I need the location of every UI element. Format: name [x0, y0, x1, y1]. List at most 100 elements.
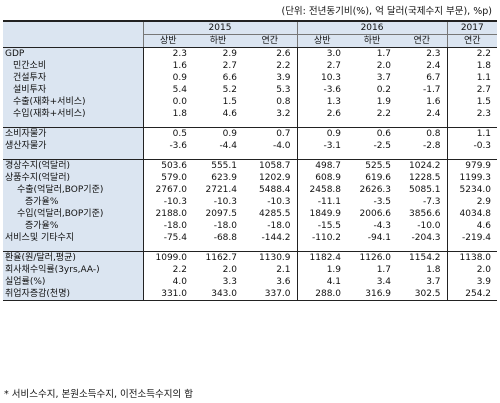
value-cell: 0.8	[397, 127, 448, 140]
value-cell: 1.5	[222, 97, 237, 107]
value-cell: 5085.1	[409, 185, 441, 195]
row-label: 수입(억달러,BOP기준)	[3, 208, 143, 220]
row-label: 경상수지(억달러)	[3, 159, 143, 172]
value-cell: 2.2	[276, 61, 291, 71]
value-cell: 4.1	[296, 276, 348, 288]
value-cell: 2006.6	[359, 209, 392, 219]
value-cell: 1.8	[142, 108, 193, 120]
row-label: 수출(억달러,BOP기준)	[3, 184, 143, 196]
value-cell: 2.0	[446, 264, 498, 276]
row-label: 수출(재화+서비스)	[3, 96, 143, 108]
subheader-2015-h1: 상반	[142, 34, 193, 48]
value-cell: 1.3	[296, 96, 348, 108]
spacer-cell	[347, 244, 397, 252]
value-cell: 5488.4	[259, 185, 291, 195]
table-row: 수출(억달러,BOP기준) 2767.0 2721.4 5488.4 2458.8 262…	[3, 184, 498, 196]
table-row: 환율(원/달러,평균) 1099.0 1162.7 1130.9 1182.4 1126.…	[3, 251, 498, 264]
value-cell: 4034.8	[446, 208, 498, 220]
value-cell: 2.4	[426, 61, 441, 71]
value-cell: 2188.0	[142, 208, 193, 220]
spacer-cell	[142, 120, 193, 128]
spacer-cell	[397, 120, 447, 128]
value-cell: -4.4	[219, 141, 237, 151]
value-cell: -3.1	[296, 140, 348, 152]
value-cell: -4.3	[373, 221, 392, 231]
value-cell: 337.0	[243, 288, 298, 301]
value-cell: 525.5	[347, 159, 398, 172]
value-cell: 1.8	[426, 265, 441, 275]
spacer-cell	[3, 120, 143, 128]
table-row: 상품수지(억달러) 579.0 623.9 1202.9 608.9 619.6 1228.…	[3, 172, 498, 184]
table-row: 서비스및 기타수지 -75.4 -68.8 -144.2 -110.2 -94.1 -204…	[3, 232, 498, 244]
value-cell: 5234.0	[446, 184, 498, 196]
table-row: 건설투자 0.9 6.6 3.9 10.3 3.7 6.7 1.1	[3, 72, 498, 84]
spacer-cell	[296, 244, 348, 252]
value-cell: 3.7	[376, 73, 392, 83]
value-cell: 3.0	[296, 47, 348, 60]
subheader-2016-h2: 하반	[347, 34, 398, 48]
value-cell: 2.6	[296, 108, 348, 120]
row-label: 수입(재화+서비스)	[3, 108, 143, 120]
value-cell: 1130.9	[243, 251, 298, 264]
row-label: 생산자물가	[3, 140, 143, 152]
value-cell: -4.0	[272, 141, 291, 151]
value-cell: 316.9	[347, 288, 398, 301]
value-cell: 254.2	[446, 288, 498, 301]
value-cell: -144.2	[261, 233, 291, 243]
value-cell: 1162.7	[193, 251, 243, 264]
value-cell: 1.1	[446, 72, 498, 84]
value-cell: 1.6	[426, 97, 441, 107]
value-cell: -94.1	[367, 233, 392, 243]
value-cell: -15.5	[296, 220, 348, 232]
spacer-cell	[243, 244, 297, 252]
value-cell: 10.3	[296, 72, 348, 84]
value-cell: -68.8	[213, 233, 237, 243]
value-cell: 1.9	[376, 97, 392, 107]
value-cell: -75.4	[142, 232, 193, 244]
value-cell: 1.8	[446, 60, 498, 72]
value-cell: -219.4	[446, 232, 498, 244]
value-cell: 498.7	[296, 159, 348, 172]
value-cell: 2767.0	[142, 184, 193, 196]
row-label: 회사채수익률(3yrs,AA-)	[3, 264, 143, 276]
value-cell: -204.3	[411, 233, 441, 243]
row-label: 증가율%	[3, 220, 143, 232]
value-cell: -3.6	[142, 140, 193, 152]
spacer-cell	[243, 152, 297, 160]
value-cell: 2721.4	[205, 185, 238, 195]
table-row: 증가율% -10.3 -10.3 -10.3 -11.1 -3.5 -7.3 2.9	[3, 196, 498, 208]
table-row: 민간소비 1.6 2.7 2.2 2.7 2.0 2.4 1.8	[3, 60, 498, 72]
value-cell: 2.7	[296, 60, 348, 72]
value-cell: -11.1	[296, 196, 348, 208]
table-row: 증가율% -18.0 -18.0 -18.0 -15.5 -4.3 -10.0 4.6	[3, 220, 498, 232]
value-cell: 2.4	[426, 109, 441, 119]
footnote: * 서비스수지, 본원소득수지, 이전소득수지의 합	[4, 389, 193, 400]
subheader-2016-annual: 연간	[397, 34, 448, 48]
value-cell: 619.6	[365, 173, 392, 183]
value-cell: 5.4	[142, 84, 193, 96]
value-cell: 3.2	[276, 109, 291, 119]
value-cell: 1849.9	[296, 208, 348, 220]
value-cell: 608.9	[296, 172, 348, 184]
value-cell: 302.5	[397, 288, 448, 301]
row-label: 설비투자	[3, 84, 143, 96]
value-cell: 1202.9	[259, 173, 291, 183]
economic-forecast-table: 2015 2016 2017 상반 하반 연간 상반 하반 연간 연간 GDP 2…	[3, 20, 498, 301]
row-label: 상품수지(억달러)	[3, 172, 143, 184]
value-cell: 5.3	[276, 85, 291, 95]
value-cell: 2.1	[276, 265, 291, 275]
value-cell: 0.9	[193, 127, 243, 140]
value-cell: -7.3	[422, 197, 441, 207]
spacer-cell	[193, 152, 243, 160]
row-label: 환율(원/달러,평균)	[3, 251, 143, 264]
value-cell: -10.3	[267, 197, 291, 207]
value-cell: 1.7	[376, 49, 392, 59]
value-cell: 0.7	[243, 127, 298, 140]
spacer-cell	[397, 152, 447, 160]
value-cell: 1099.0	[142, 251, 193, 264]
value-cell: -2.8	[422, 141, 441, 151]
spacer-cell	[446, 120, 498, 128]
value-cell: 2097.5	[205, 209, 238, 219]
value-cell: 2.3	[426, 49, 441, 59]
year-header-2017: 2017	[446, 20, 498, 35]
